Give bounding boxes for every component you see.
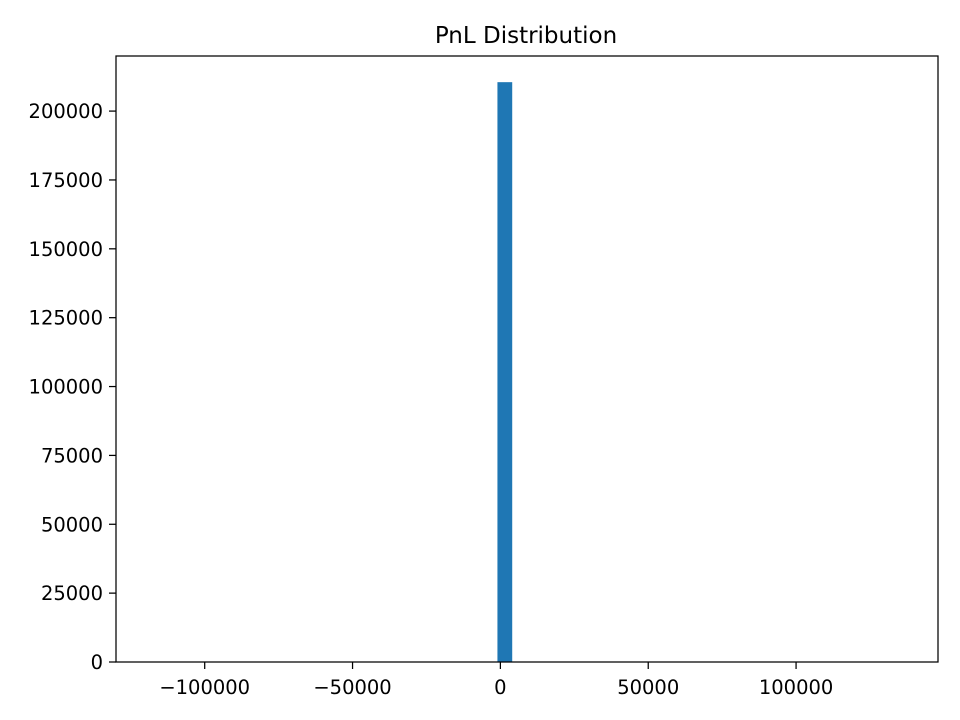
x-tick-label: −100000 bbox=[159, 676, 250, 699]
y-tick-label: 200000 bbox=[29, 100, 103, 123]
x-tick-label: 100000 bbox=[759, 676, 833, 699]
y-tick-label: 75000 bbox=[41, 444, 103, 467]
plot-frame bbox=[115, 55, 939, 663]
y-tick-label: 25000 bbox=[41, 582, 103, 605]
y-tick-label: 175000 bbox=[29, 169, 103, 192]
x-axis: −100000 −50000 0 50000 100000 bbox=[159, 662, 833, 699]
y-tick-label: 100000 bbox=[29, 376, 103, 399]
y-tick-label: 50000 bbox=[41, 513, 103, 536]
y-tick-label: 0 bbox=[91, 651, 103, 674]
x-tick-label: 0 bbox=[494, 676, 506, 699]
histogram-bar bbox=[497, 82, 513, 662]
y-axis: 0 25000 50000 75000 100000 125000 150000 175000… bbox=[29, 100, 116, 674]
y-tick-label: 125000 bbox=[29, 307, 103, 330]
y-tick-label: 150000 bbox=[29, 238, 103, 261]
chart-title: PnL Distribution bbox=[435, 23, 617, 49]
x-tick-label: 50000 bbox=[617, 676, 679, 699]
x-tick-label: −50000 bbox=[313, 676, 391, 699]
histogram-bars bbox=[497, 82, 513, 662]
